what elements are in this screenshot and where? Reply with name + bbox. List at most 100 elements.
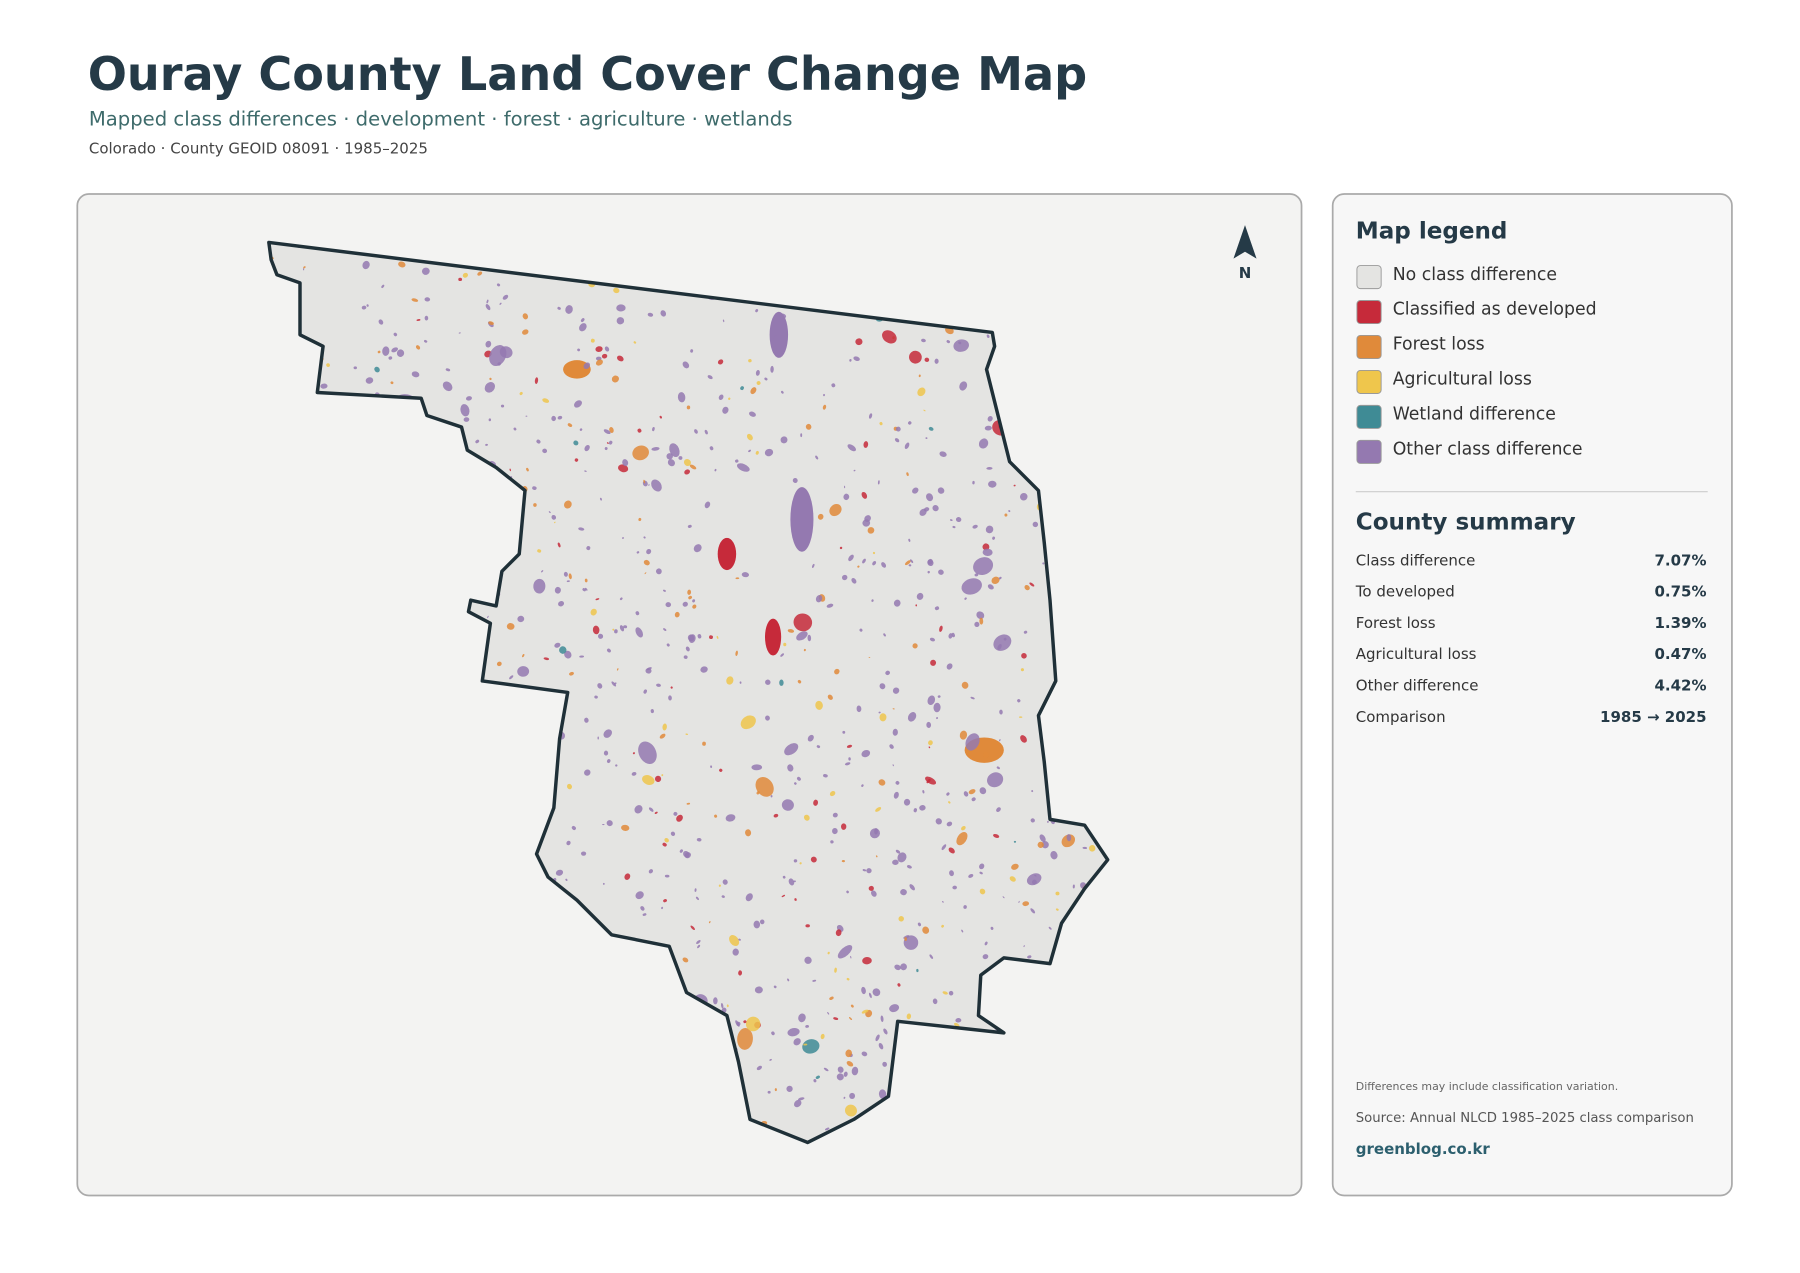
change-speck bbox=[834, 668, 840, 675]
change-speck bbox=[837, 945, 853, 959]
change-speck bbox=[958, 341, 962, 345]
change-speck bbox=[602, 882, 605, 885]
legend-swatch bbox=[1356, 369, 1382, 394]
change-speck bbox=[912, 487, 919, 494]
change-speck bbox=[883, 1028, 888, 1035]
change-speck bbox=[892, 859, 899, 865]
change-speck bbox=[559, 646, 567, 654]
change-speck bbox=[661, 906, 664, 910]
change-speck bbox=[663, 899, 667, 903]
change-speck bbox=[567, 783, 572, 790]
change-speck bbox=[855, 338, 863, 346]
change-speck bbox=[792, 478, 798, 483]
summary-value: 1985 → 2025 bbox=[1600, 708, 1707, 726]
change-speck bbox=[900, 889, 907, 896]
change-speck bbox=[736, 463, 750, 472]
change-speck bbox=[710, 765, 713, 769]
change-speck bbox=[948, 801, 951, 804]
change-speck bbox=[754, 986, 763, 994]
change-speck bbox=[972, 524, 978, 529]
change-speck bbox=[548, 511, 551, 514]
change-speck bbox=[396, 349, 405, 357]
change-speck bbox=[908, 421, 912, 425]
change-speck bbox=[875, 1034, 880, 1042]
change-speck bbox=[826, 603, 834, 608]
change-speck bbox=[751, 764, 763, 771]
change-speck bbox=[829, 996, 834, 1000]
change-speck bbox=[802, 1039, 820, 1054]
change-speck bbox=[1082, 846, 1088, 850]
change-speck bbox=[475, 439, 480, 444]
change-speck bbox=[1004, 513, 1008, 517]
change-speck bbox=[955, 517, 962, 523]
change-speck bbox=[644, 572, 647, 575]
change-speck bbox=[584, 470, 587, 472]
change-speck bbox=[908, 538, 911, 542]
change-speck bbox=[683, 655, 688, 659]
change-speck bbox=[621, 824, 630, 831]
change-speck bbox=[693, 544, 702, 553]
change-speck bbox=[803, 648, 806, 652]
change-speck bbox=[961, 681, 969, 689]
change-speck bbox=[584, 769, 591, 776]
change-speck bbox=[722, 879, 728, 885]
change-speck bbox=[904, 937, 907, 941]
change-speck bbox=[773, 985, 777, 989]
change-speck bbox=[837, 1066, 844, 1073]
change-speck bbox=[1022, 901, 1030, 907]
change-speck bbox=[606, 759, 611, 764]
change-speck bbox=[685, 646, 690, 652]
change-speck bbox=[1072, 884, 1075, 889]
change-speck bbox=[842, 730, 846, 734]
change-speck bbox=[861, 749, 871, 758]
change-speck bbox=[893, 791, 899, 799]
change-speck bbox=[522, 329, 529, 335]
change-speck bbox=[904, 442, 910, 449]
subtitle: Mapped class differences · development ·… bbox=[89, 108, 793, 131]
change-speck bbox=[654, 775, 662, 783]
change-speck bbox=[381, 284, 385, 289]
change-speck bbox=[964, 597, 967, 600]
change-speck bbox=[542, 398, 550, 403]
change-speck bbox=[424, 340, 428, 343]
change-speck bbox=[991, 576, 1000, 584]
change-speck bbox=[736, 1021, 741, 1027]
change-speck bbox=[794, 898, 797, 901]
change-speck bbox=[796, 631, 808, 641]
change-speck bbox=[772, 348, 778, 354]
change-speck bbox=[1020, 668, 1024, 672]
change-speck bbox=[810, 856, 817, 863]
change-speck bbox=[458, 277, 463, 282]
change-speck bbox=[813, 799, 819, 806]
legend-swatch bbox=[1356, 404, 1382, 429]
change-speck bbox=[553, 521, 556, 524]
change-speck bbox=[992, 536, 996, 540]
legend-swatch bbox=[1356, 439, 1382, 464]
change-speck bbox=[1030, 908, 1036, 914]
change-speck bbox=[968, 873, 974, 878]
change-speck bbox=[718, 394, 724, 401]
change-speck bbox=[973, 557, 994, 576]
change-speck bbox=[1037, 841, 1044, 848]
change-speck bbox=[923, 507, 930, 512]
change-speck bbox=[619, 597, 623, 601]
change-speck bbox=[666, 453, 673, 460]
change-speck bbox=[815, 455, 819, 460]
change-speck bbox=[517, 615, 525, 623]
change-speck bbox=[594, 695, 598, 699]
change-speck bbox=[987, 772, 1004, 788]
legend-label: Wetland difference bbox=[1393, 405, 1556, 425]
change-speck bbox=[678, 456, 683, 460]
change-speck bbox=[718, 884, 721, 887]
change-speck bbox=[906, 472, 909, 477]
change-speck bbox=[519, 391, 523, 396]
change-speck bbox=[979, 787, 987, 795]
change-speck bbox=[584, 578, 588, 583]
change-speck bbox=[424, 315, 429, 321]
change-speck bbox=[579, 428, 583, 431]
change-speck bbox=[937, 695, 941, 698]
change-speck bbox=[955, 1018, 962, 1023]
change-speck bbox=[917, 387, 926, 397]
change-speck bbox=[713, 997, 718, 1005]
change-speck bbox=[643, 479, 646, 484]
